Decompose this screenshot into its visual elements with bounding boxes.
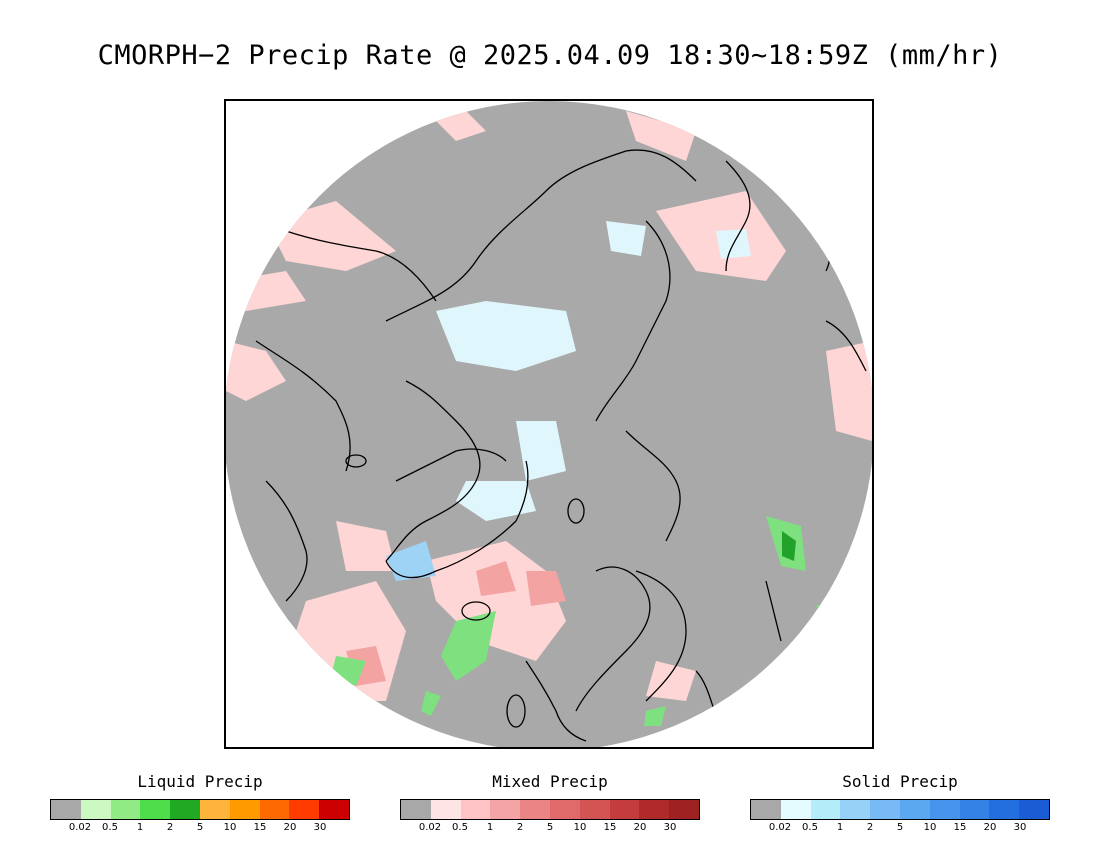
legend-tick-label: 15 [253, 822, 267, 833]
legend-swatch [840, 800, 871, 819]
legend-swatch [579, 800, 610, 819]
legend-tick-label: 1 [486, 822, 494, 833]
legend-tick-label: 30 [663, 822, 677, 833]
legend-title-mixed: Mixed Precip [492, 772, 608, 791]
legend-swatch [170, 800, 200, 819]
map-frame [224, 99, 874, 749]
legend-tick-label: 30 [313, 822, 327, 833]
legend-swatch [639, 800, 670, 819]
legend-swatch [80, 800, 111, 819]
legend-tick-label: 20 [633, 822, 647, 833]
legend-swatch [51, 800, 81, 819]
legend-tick-label: 10 [573, 822, 587, 833]
legend-swatch [490, 800, 521, 819]
legend-mixed: Mixed Precip 0.02 0.5 1 2 5 10 15 20 30 [400, 772, 700, 836]
color-bar-mixed [400, 799, 700, 820]
solid-precip-moderate [386, 541, 436, 581]
legend-swatch [319, 800, 349, 819]
legend-swatch [669, 800, 699, 819]
legend-tick-label: 2 [516, 822, 524, 833]
legend-tick-label: 2 [866, 822, 874, 833]
legend-swatch [140, 800, 171, 819]
legend-tick-label: 5 [546, 822, 554, 833]
legend-tick-label: 15 [953, 822, 967, 833]
legend-tick-label: 5 [196, 822, 204, 833]
legend-tick-label: 5 [896, 822, 904, 833]
legend-swatch [110, 800, 141, 819]
legend-solid: Solid Precip 0.02 0.5 1 2 5 10 15 20 30 [750, 772, 1050, 836]
legend-tick-label: 0.02 [418, 822, 442, 833]
legend-swatch [989, 800, 1020, 819]
legend-tick-label: 0.02 [768, 822, 792, 833]
map-title: CMORPH−2 Precip Rate @ 2025.04.09 18:30~… [97, 40, 1003, 71]
legend-swatch [401, 800, 431, 819]
polar-precip-map [226, 101, 872, 747]
legend-swatch [810, 800, 841, 819]
legend-tick-label: 0.5 [102, 822, 118, 833]
legend-tick-label: 1 [836, 822, 844, 833]
legend-swatch [199, 800, 230, 819]
legend-swatch [1019, 800, 1049, 819]
legend-tick-label: 20 [283, 822, 297, 833]
legend-tick-label: 2 [166, 822, 174, 833]
color-bar-liquid [50, 799, 350, 820]
legend-swatch [870, 800, 900, 819]
coastlines [255, 149, 867, 742]
legend-swatch [549, 800, 580, 819]
legend-swatch [929, 800, 960, 819]
legend-tick-label: 15 [603, 822, 617, 833]
legend-swatch [229, 800, 260, 819]
legend-tick-label: 0.5 [452, 822, 468, 833]
legend-swatch [959, 800, 990, 819]
legend-swatch [520, 800, 550, 819]
legend-tick-label: 10 [923, 822, 937, 833]
tick-labels-liquid: 0.02 0.5 1 2 5 10 15 20 30 [50, 820, 350, 836]
legend-swatch [259, 800, 290, 819]
legend-tick-label: 10 [223, 822, 237, 833]
legend-swatch [751, 800, 781, 819]
legend-swatch [460, 800, 491, 819]
legend-liquid: Liquid Precip 0.02 0.5 1 2 5 10 15 20 30 [50, 772, 350, 836]
legend-swatch [780, 800, 811, 819]
legend-tick-label: 20 [983, 822, 997, 833]
islands [345, 454, 585, 728]
legend-title-liquid: Liquid Precip [137, 772, 263, 791]
liquid-precip-moderate [782, 531, 796, 561]
legend-swatch [899, 800, 930, 819]
legend-swatch [430, 800, 461, 819]
legend-tick-label: 0.02 [68, 822, 92, 833]
legend-tick-label: 0.5 [802, 822, 818, 833]
legend-title-solid: Solid Precip [842, 772, 958, 791]
legend-swatch [609, 800, 640, 819]
color-bar-solid [750, 799, 1050, 820]
tick-labels-mixed: 0.02 0.5 1 2 5 10 15 20 30 [400, 820, 700, 836]
legend-tick-label: 30 [1013, 822, 1027, 833]
tick-labels-solid: 0.02 0.5 1 2 5 10 15 20 30 [750, 820, 1050, 836]
legend-swatch [289, 800, 320, 819]
legend-tick-label: 1 [136, 822, 144, 833]
